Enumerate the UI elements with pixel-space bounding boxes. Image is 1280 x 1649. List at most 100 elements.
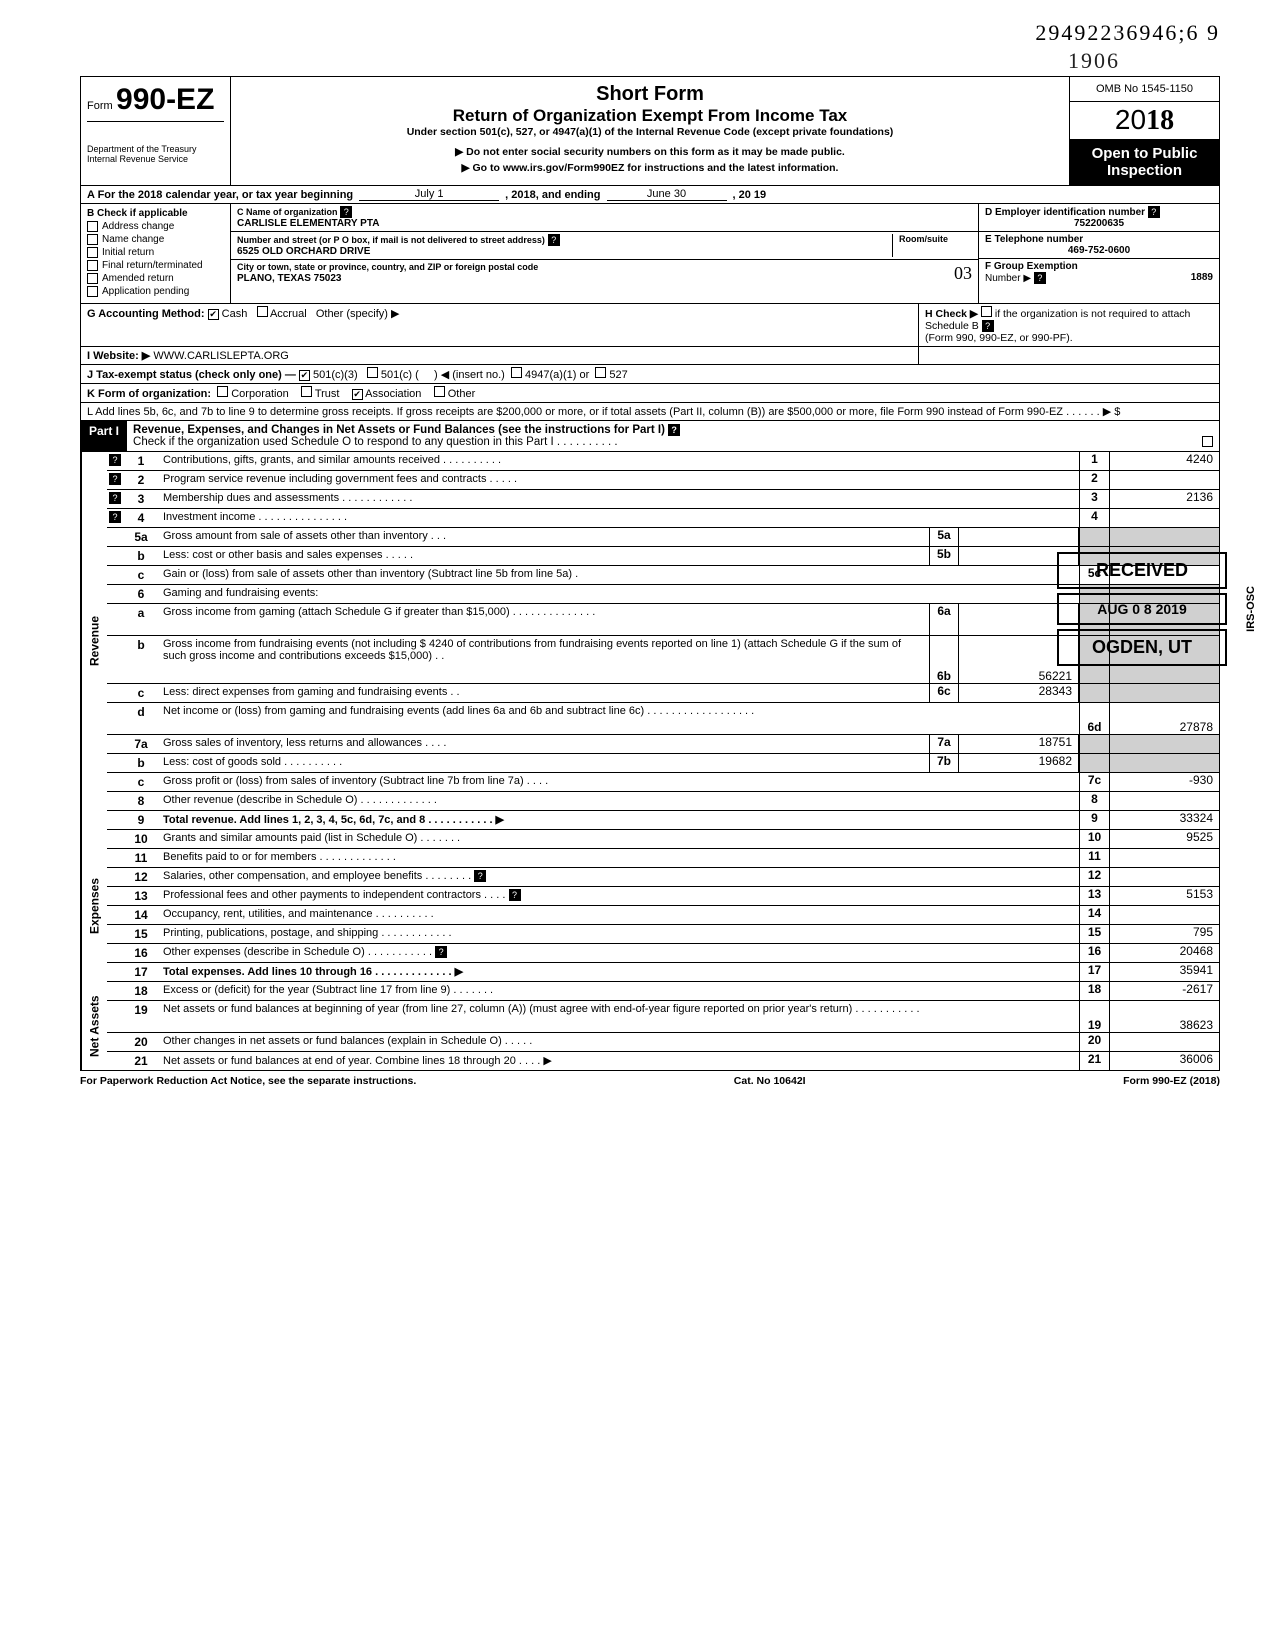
line20-no: 20: [1079, 1033, 1109, 1051]
line15-no: 15: [1079, 925, 1109, 943]
lbl-final: Final return/terminated: [102, 260, 203, 271]
form-number: 990-EZ: [116, 83, 214, 116]
line20-desc: Other changes in net assets or fund bala…: [159, 1033, 1079, 1051]
city-label: City or town, state or province, country…: [237, 262, 538, 272]
chk-527[interactable]: [595, 367, 606, 378]
line6a-in: 6a: [929, 604, 959, 635]
lbl-accrual: Accrual: [270, 308, 307, 320]
lbl-501c3: 501(c)(3): [313, 369, 358, 381]
chk-pending[interactable]: [87, 286, 98, 297]
help-icon[interactable]: ?: [109, 454, 121, 466]
line3-desc: Membership dues and assessments . . . . …: [159, 490, 1079, 508]
year-begin: July 1: [359, 188, 499, 201]
help-icon[interactable]: ?: [668, 424, 680, 436]
line1-desc: Contributions, gifts, grants, and simila…: [159, 452, 1079, 470]
lbl-assoc: Association: [365, 388, 421, 400]
help-icon[interactable]: ?: [982, 320, 994, 332]
chk-assoc[interactable]: ✔: [352, 389, 363, 400]
lbl-cash: Cash: [222, 308, 248, 320]
line13-no: 13: [1079, 887, 1109, 905]
line16-amt: 20468: [1109, 944, 1219, 962]
header-left: Form 990-EZ Department of the Treasury I…: [81, 77, 231, 185]
help-icon[interactable]: ?: [1034, 272, 1046, 284]
line5a-desc: Gross amount from sale of assets other t…: [159, 528, 929, 546]
line8-no: 8: [1079, 792, 1109, 810]
line12-no: 12: [1079, 868, 1109, 886]
lbl-527: 527: [609, 369, 627, 381]
goto-link: ▶ Go to www.irs.gov/Form990EZ for instru…: [241, 162, 1059, 174]
room-label: Room/suite: [899, 234, 948, 244]
line17-desc: Total expenses. Add lines 10 through 16 …: [163, 966, 463, 978]
g-label: G Accounting Method:: [87, 308, 205, 320]
chk-name[interactable]: [87, 234, 98, 245]
help-icon[interactable]: ?: [340, 206, 352, 218]
chk-h[interactable]: [981, 306, 992, 317]
j-label: J Tax-exempt status (check only one) —: [87, 369, 296, 381]
phone: 469-752-0600: [1068, 245, 1130, 256]
row-a-prefix: A For the 2018 calendar year, or tax yea…: [87, 189, 353, 201]
line21-amt: 36006: [1109, 1052, 1219, 1070]
part1-title: Revenue, Expenses, and Changes in Net As…: [133, 424, 665, 436]
help-icon[interactable]: ?: [509, 889, 521, 901]
part1-badge: Part I: [81, 421, 127, 451]
line7c-desc: Gross profit or (loss) from sales of inv…: [159, 773, 1079, 791]
row-a-suffix: , 20 19: [733, 189, 767, 201]
form-header: Form 990-EZ Department of the Treasury I…: [81, 77, 1219, 186]
help-icon[interactable]: ?: [548, 234, 560, 246]
line6d-amt: 27878: [1109, 703, 1219, 734]
line11-no: 11: [1079, 849, 1109, 867]
line16-desc: Other expenses (describe in Schedule O) …: [163, 946, 432, 958]
vlabel-netassets: Net Assets: [81, 982, 107, 1070]
e-label: E Telephone number: [985, 234, 1083, 245]
chk-accrual[interactable]: [257, 306, 268, 317]
help-icon[interactable]: ?: [474, 870, 486, 882]
received-stamp: RECEIVED AUG 0 8 2019 OGDEN, UT IRS-OSC: [1057, 552, 1227, 670]
line14-desc: Occupancy, rent, utilities, and maintena…: [159, 906, 1079, 924]
chk-corp[interactable]: [217, 386, 228, 397]
form-990ez: Form 990-EZ Department of the Treasury I…: [80, 76, 1220, 1071]
chk-amended[interactable]: [87, 273, 98, 284]
line9-amt: 33324: [1109, 811, 1219, 829]
lbl-other: Other (specify) ▶: [316, 308, 400, 320]
chk-501c[interactable]: [367, 367, 378, 378]
line19-amt: 38623: [1109, 1001, 1219, 1032]
row-gh: G Accounting Method: ✔ Cash Accrual Othe…: [81, 304, 1219, 347]
line2-no: 2: [1079, 471, 1109, 489]
line19-no: 19: [1079, 1001, 1109, 1032]
i-label: I Website: ▶: [87, 350, 150, 362]
line10-desc: Grants and similar amounts paid (list in…: [159, 830, 1079, 848]
f-label2: Number ▶: [985, 273, 1031, 284]
chk-cash[interactable]: ✔: [208, 309, 219, 320]
row-c-name: C Name of organization ? CARLISLE ELEMEN…: [231, 204, 978, 232]
help-icon[interactable]: ?: [435, 946, 447, 958]
line7b-desc: Less: cost of goods sold . . . . . . . .…: [159, 754, 929, 772]
chk-initial[interactable]: [87, 247, 98, 258]
line3-no: 3: [1079, 490, 1109, 508]
omb-no: OMB No 1545-1150: [1070, 77, 1219, 102]
h-label: H Check ▶: [925, 308, 978, 320]
row-j: J Tax-exempt status (check only one) — ✔…: [81, 365, 1219, 384]
help-icon[interactable]: ?: [109, 492, 121, 504]
line18-amt: -2617: [1109, 982, 1219, 1000]
lbl-name: Name change: [102, 234, 164, 245]
chk-scho[interactable]: [1202, 436, 1213, 447]
stamp-received: RECEIVED: [1057, 552, 1227, 589]
chk-address[interactable]: [87, 221, 98, 232]
chk-trust[interactable]: [301, 386, 312, 397]
tax-year: 20201818: [1070, 102, 1219, 139]
line19-desc: Net assets or fund balances at beginning…: [159, 1001, 1079, 1032]
col-b-title: B Check if applicable: [87, 208, 188, 219]
line13-amt: 5153: [1109, 887, 1219, 905]
line12-amt: [1109, 868, 1219, 886]
help-icon[interactable]: ?: [1148, 206, 1160, 218]
help-icon[interactable]: ?: [109, 511, 121, 523]
chk-other[interactable]: [434, 386, 445, 397]
chk-501c3[interactable]: ✔: [299, 370, 310, 381]
line11-amt: [1109, 849, 1219, 867]
line7c-no: 7c: [1079, 773, 1109, 791]
chk-final[interactable]: [87, 260, 98, 271]
row-city: City or town, state or province, country…: [231, 260, 978, 286]
help-icon[interactable]: ?: [109, 473, 121, 485]
expenses-block: Expenses 10Grants and similar amounts pa…: [81, 830, 1219, 982]
chk-4947[interactable]: [511, 367, 522, 378]
